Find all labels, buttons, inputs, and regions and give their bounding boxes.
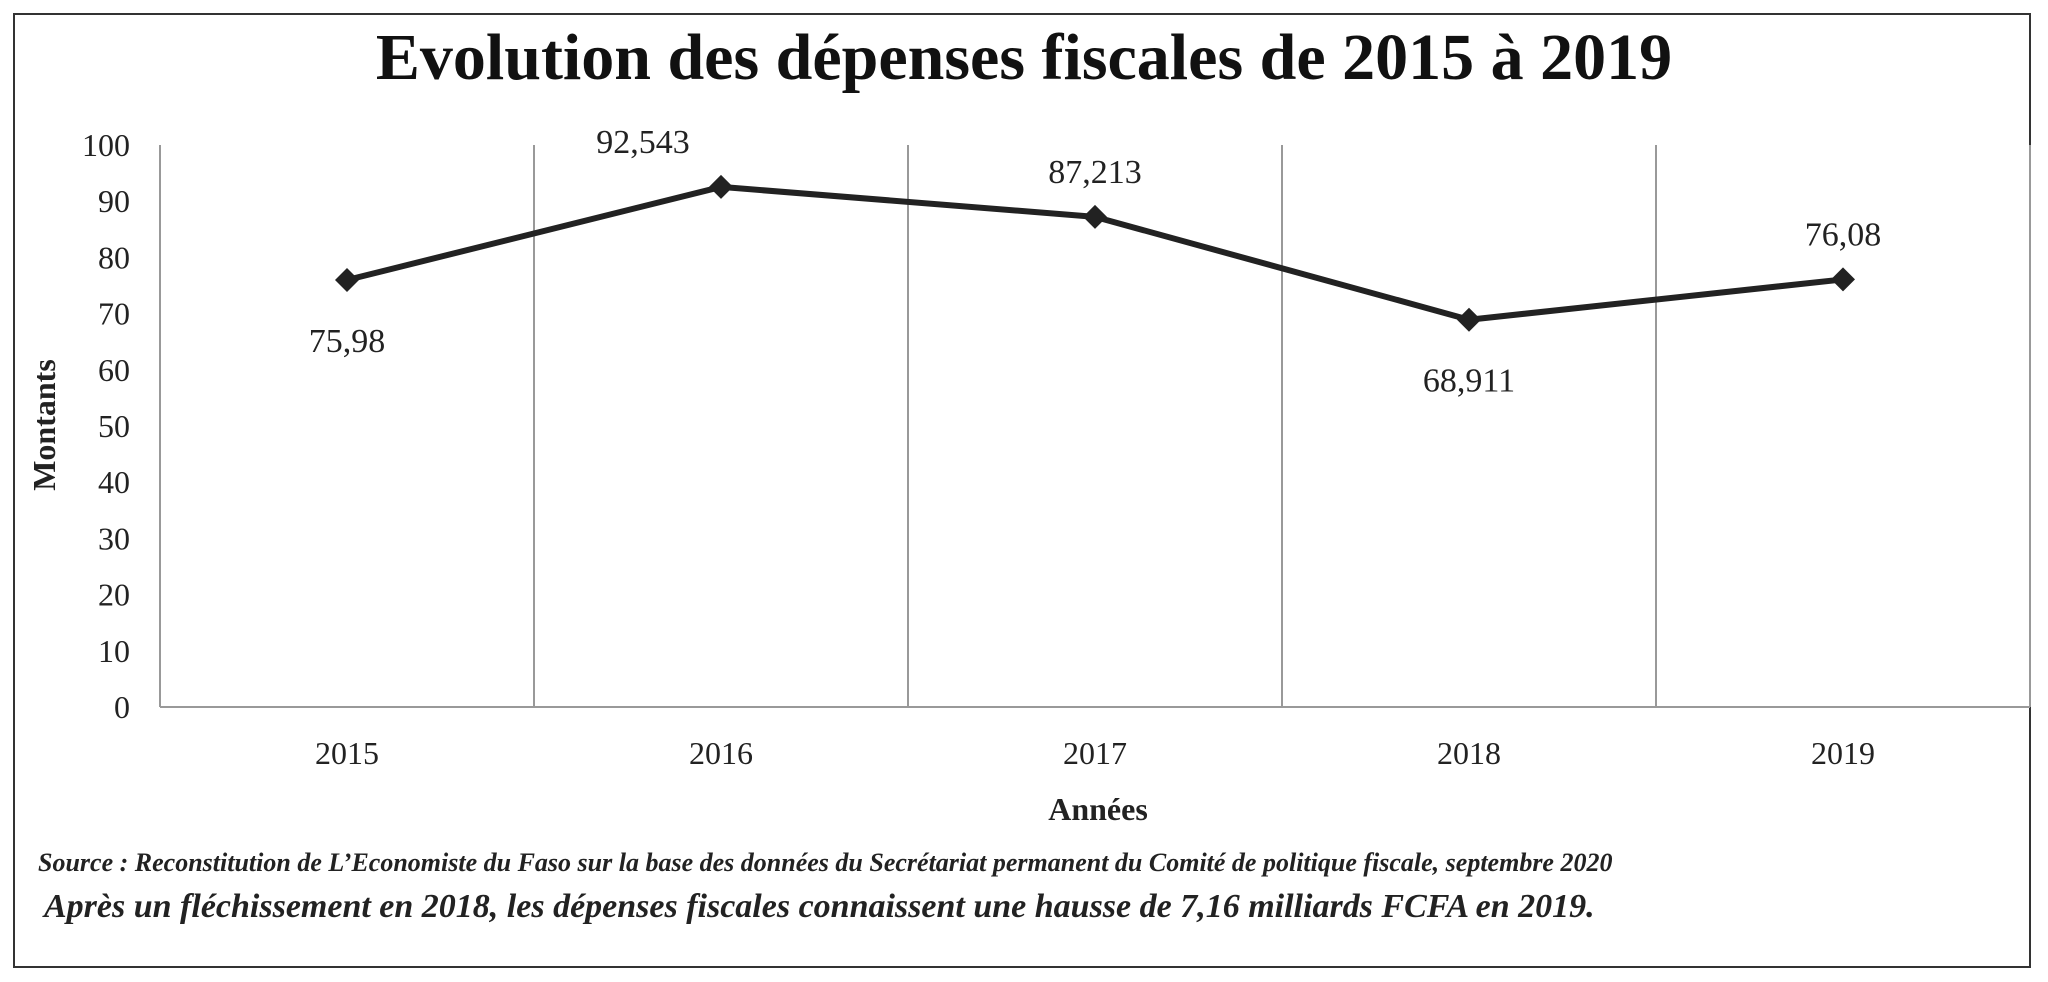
data-label: 92,543 (596, 124, 690, 161)
x-tick-label: 2019 (1811, 735, 1875, 771)
y-tick-label: 100 (82, 127, 130, 163)
x-tick-label: 2017 (1063, 735, 1127, 771)
y-tick-label: 50 (98, 408, 130, 444)
label-layer: 75,98 92,543 87,213 68,911 76,08 (309, 124, 1882, 400)
y-tick-label: 70 (98, 296, 130, 332)
y-tick-label: 20 (98, 577, 130, 613)
grid-layer (533, 145, 1657, 707)
y-tick-label: 10 (98, 633, 130, 669)
source-note: Source : Reconstitution de L’Economiste … (38, 848, 1613, 877)
data-point-marker (335, 267, 359, 292)
y-tick-label: 0 (114, 689, 130, 725)
caption: Après un fléchissement en 2018, les dépe… (44, 888, 1595, 925)
y-tick-label: 80 (98, 239, 130, 275)
x-tick-label: 2018 (1437, 735, 1501, 771)
axis-layer: 0 10 20 30 40 50 60 70 80 90 100 2015 2016 2017 2018 20… (82, 127, 2031, 771)
data-point-marker (1083, 204, 1107, 229)
data-label: 75,98 (309, 323, 386, 360)
x-tick-label: 2015 (315, 735, 379, 771)
data-point-marker (1831, 267, 1855, 292)
y-tick-label: 60 (98, 352, 130, 388)
data-label: 68,911 (1423, 363, 1515, 400)
y-tick-label: 40 (98, 464, 130, 500)
x-axis-title: Années (1048, 791, 1148, 827)
chart-title: Evolution des dépenses fiscales de 2015 … (375, 21, 1673, 94)
y-tick-label: 90 (98, 183, 130, 219)
y-tick-label: 30 (98, 520, 130, 556)
x-tick-label: 2016 (689, 735, 753, 771)
y-axis-title: Montants (26, 359, 62, 491)
data-label: 76,08 (1805, 216, 1882, 253)
series-layer (335, 174, 1855, 332)
data-label: 87,213 (1048, 154, 1142, 191)
data-point-marker (1457, 307, 1481, 332)
data-point-marker (709, 174, 733, 199)
